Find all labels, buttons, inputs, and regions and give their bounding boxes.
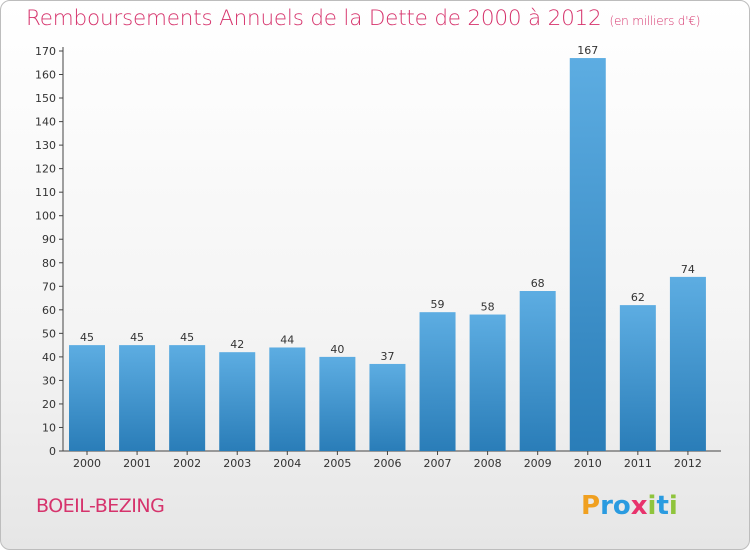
data-label: 68 [531, 277, 545, 290]
y-tick-label: 140 [35, 116, 56, 129]
y-tick-label: 20 [42, 398, 56, 411]
bar [119, 345, 156, 451]
bar [219, 352, 256, 451]
x-tick-label: 2002 [173, 457, 201, 470]
x-tick-label: 2009 [524, 457, 552, 470]
y-tick-label: 80 [42, 257, 56, 270]
data-label: 45 [180, 331, 194, 344]
y-tick-label: 60 [42, 304, 56, 317]
data-label: 167 [577, 44, 598, 57]
chart-title: Remboursements Annuels de la Dette de 20… [26, 6, 700, 31]
y-tick-label: 170 [35, 45, 56, 58]
y-tick-label: 100 [35, 210, 56, 223]
bar [519, 291, 556, 451]
bar-chart: 0 10 20 30 40 50 60 70 80 90 100 110 120 130 140 150 160… [35, 44, 721, 470]
bar [419, 312, 456, 451]
bar [669, 276, 706, 451]
data-label: 74 [681, 263, 695, 276]
y-tick-label: 150 [35, 92, 56, 105]
data-label: 37 [380, 350, 394, 363]
y-tick-label: 110 [35, 186, 56, 199]
x-tick-label: 2003 [223, 457, 251, 470]
data-label: 45 [80, 331, 94, 344]
bar [369, 363, 406, 451]
y-tick-label: 130 [35, 139, 56, 152]
x-tick-label: 2000 [73, 457, 101, 470]
commune-name: BOEIL-BEZING [36, 495, 165, 517]
data-label: 58 [481, 301, 495, 314]
x-tick-label: 2005 [323, 457, 351, 470]
bar [69, 345, 105, 451]
bar [269, 347, 306, 451]
x-tick-label: 2011 [624, 457, 652, 470]
x-tick-label: 2012 [674, 457, 702, 470]
y-tick-label: 40 [42, 351, 56, 364]
data-label: 44 [280, 333, 294, 346]
chart-unit: (en milliers d'€) [609, 14, 701, 28]
data-label: 59 [431, 298, 445, 311]
y-tick-label: 50 [42, 327, 56, 340]
x-tick-label: 2006 [373, 457, 401, 470]
data-label: 62 [631, 291, 645, 304]
y-tick-label: 0 [49, 445, 56, 458]
y-tick-label: 10 [42, 421, 56, 434]
y-tick-label: 70 [42, 280, 56, 293]
bar [169, 345, 206, 451]
bar [469, 314, 506, 451]
data-label: 42 [230, 338, 244, 351]
x-tick-label: 2010 [574, 457, 602, 470]
proxiti-logo: Proxiti [581, 491, 678, 521]
y-tick-label: 120 [35, 163, 56, 176]
data-label: 40 [330, 343, 344, 356]
data-label: 45 [130, 331, 144, 344]
y-tick-label: 30 [42, 374, 56, 387]
bar [319, 356, 356, 451]
x-tick-label: 2008 [474, 457, 502, 470]
bar [569, 58, 606, 451]
x-tick-label: 2001 [123, 457, 151, 470]
x-tick-label: 2004 [273, 457, 301, 470]
chart-title-text: Remboursements Annuels de la Dette de 20… [26, 6, 602, 31]
x-tick-label: 2007 [424, 457, 452, 470]
y-tick-label: 90 [42, 233, 56, 246]
bar [619, 305, 656, 451]
y-tick-label: 160 [35, 69, 56, 82]
